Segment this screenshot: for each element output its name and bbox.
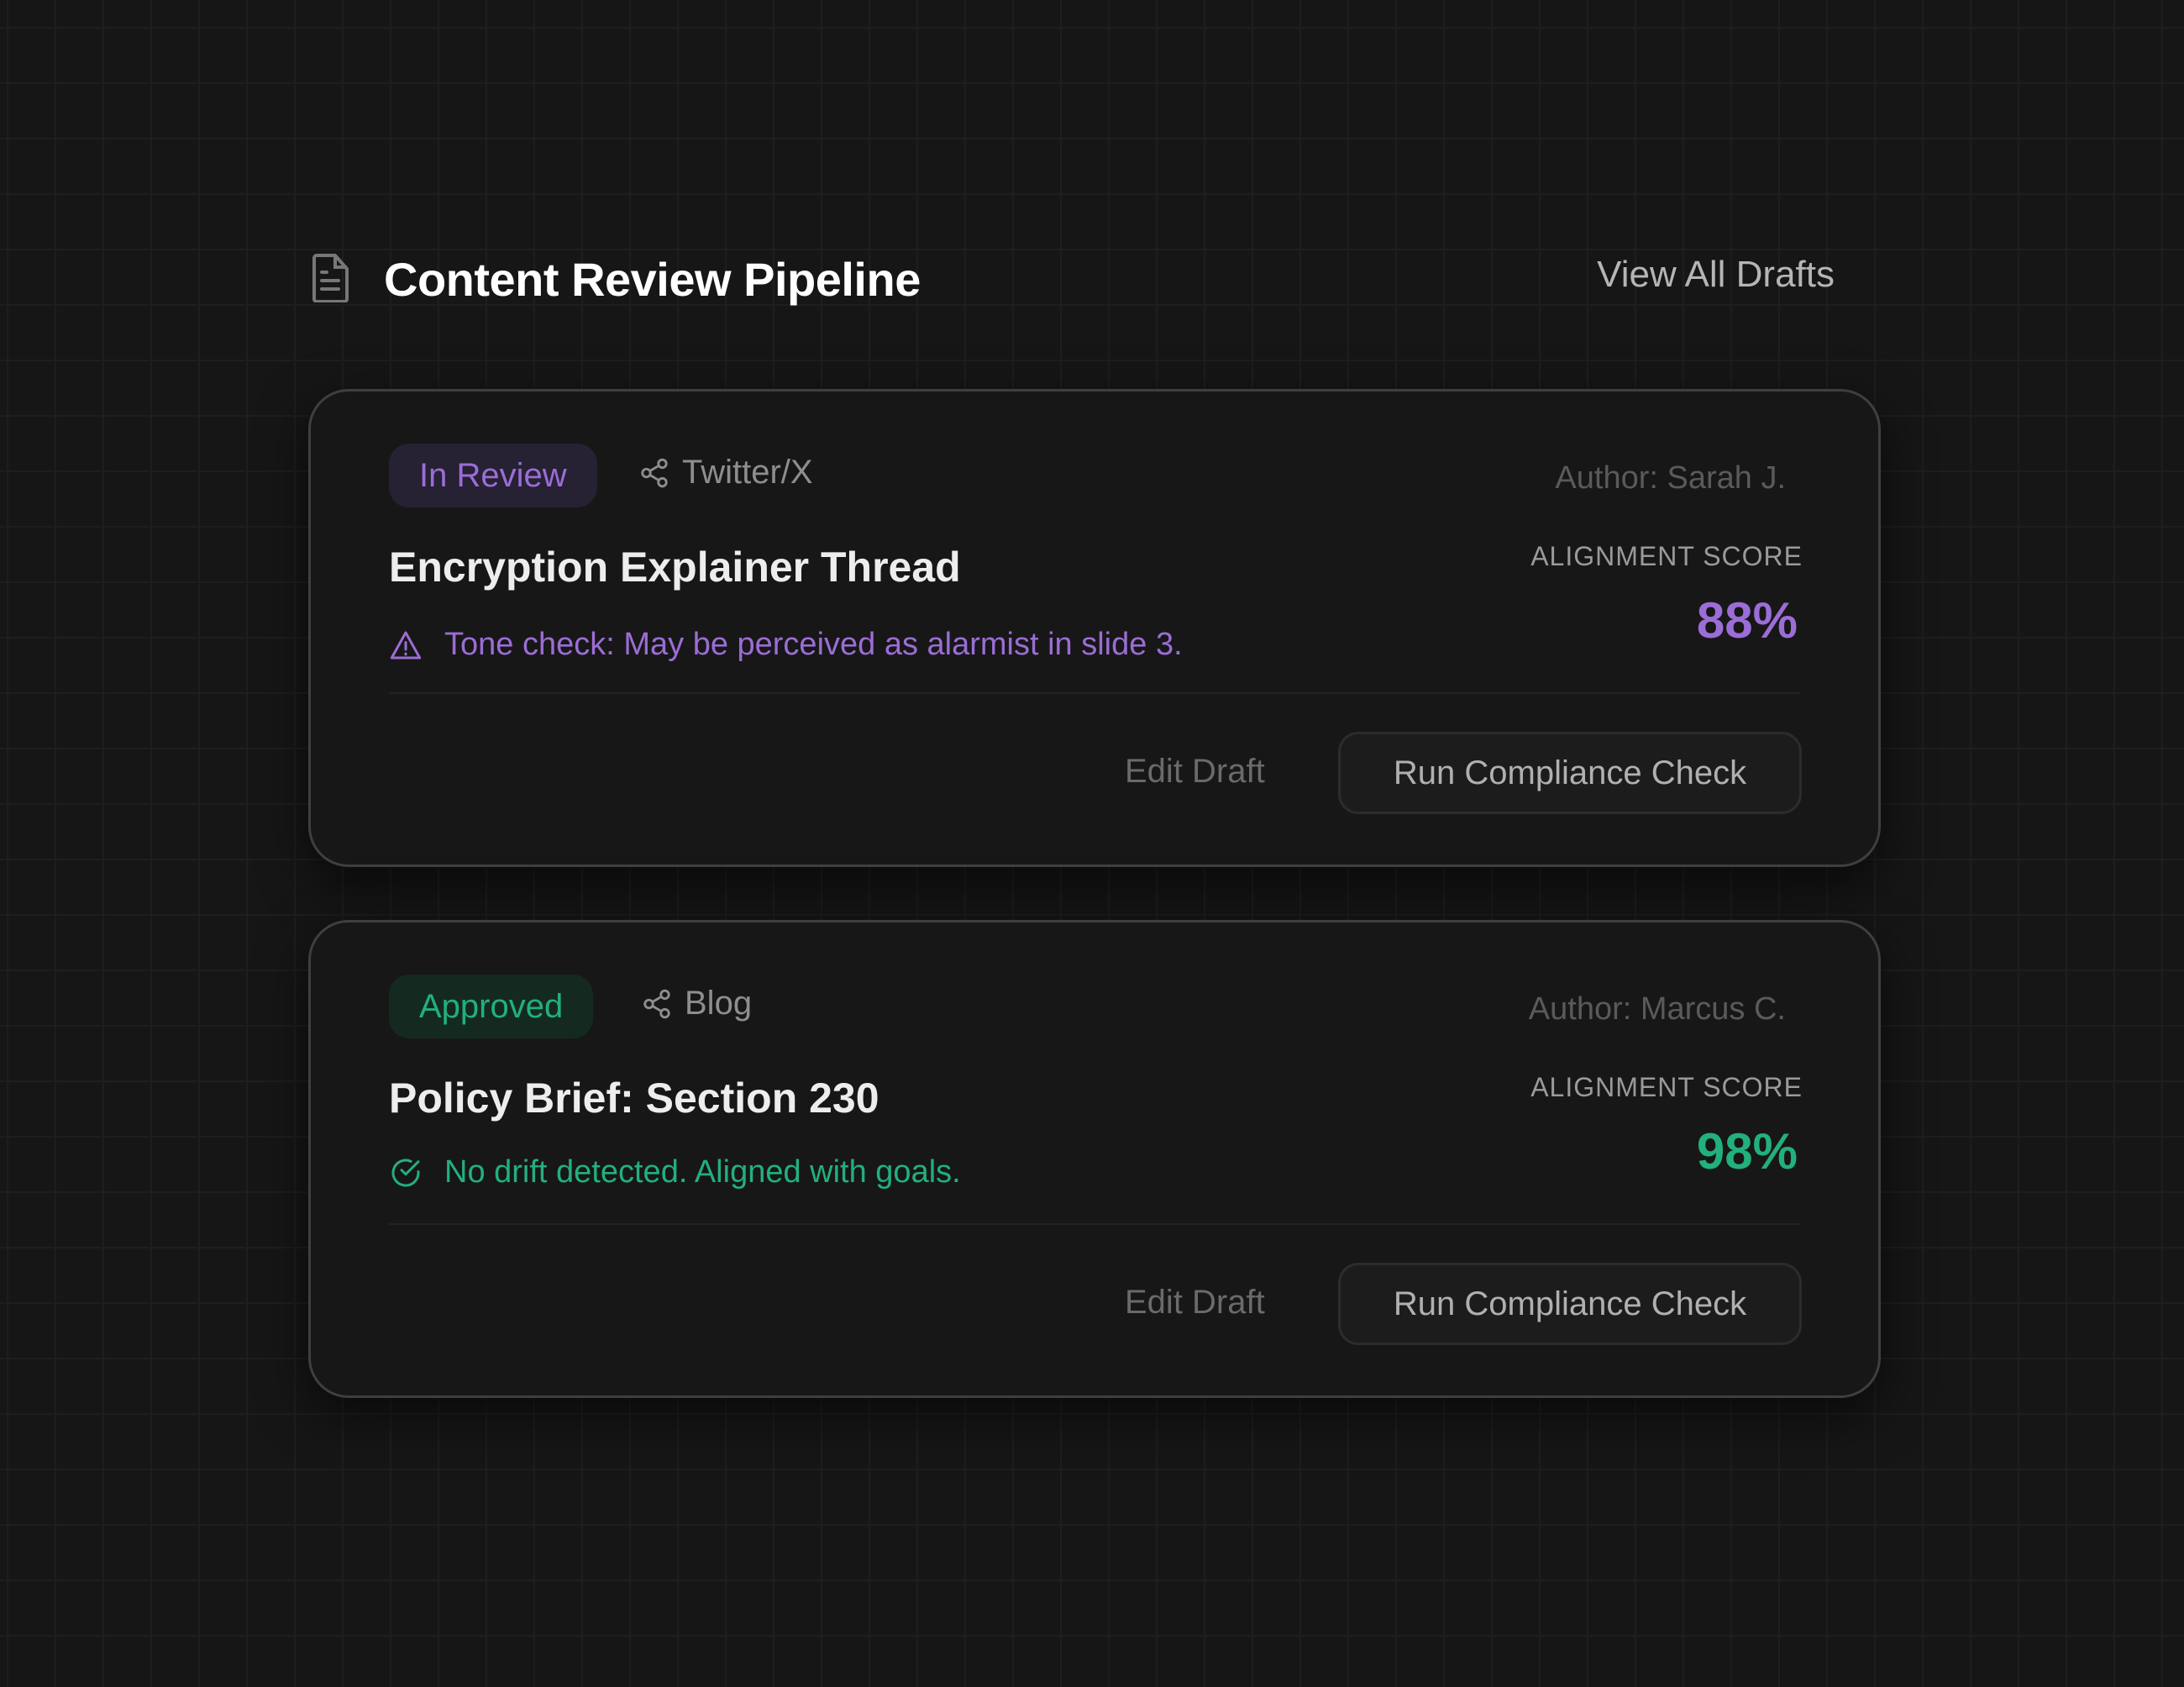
platform-name: Twitter/X [682, 454, 813, 491]
draft-title: Policy Brief: Section 230 [389, 1075, 879, 1122]
page-title: Content Review Pipeline [384, 253, 921, 306]
divider [389, 1223, 1800, 1225]
alignment-score: 88% [1696, 592, 1798, 649]
document-icon [312, 254, 349, 302]
status-badge: Approved [389, 975, 594, 1038]
author: Author: Sarah J. [1555, 460, 1786, 496]
view-all-drafts-link[interactable]: View All Drafts [1597, 254, 1835, 295]
warning-icon [390, 631, 422, 659]
draft-title: Encryption Explainer Thread [389, 544, 961, 591]
edit-draft-button[interactable]: Edit Draft [1125, 753, 1265, 790]
platform-label: Blog [641, 985, 752, 1022]
draft-card: In Review Twitter/X Author: Sarah J. Enc… [308, 389, 1881, 867]
run-compliance-check-button[interactable]: Run Compliance Check [1338, 732, 1802, 814]
alignment-score: 98% [1696, 1123, 1798, 1180]
draft-card: Approved Blog Author: Marcus C. Policy B… [308, 920, 1881, 1398]
divider [389, 692, 1800, 694]
score-label: ALIGNMENT SCORE [1530, 541, 1803, 571]
note-text: No drift detected. Aligned with goals. [444, 1154, 961, 1190]
score-label: ALIGNMENT SCORE [1530, 1072, 1803, 1102]
author: Author: Marcus C. [1528, 991, 1786, 1027]
status-badge: In Review [389, 444, 597, 507]
review-note: Tone check: May be perceived as alarmist… [389, 627, 1183, 663]
platform-name: Blog [685, 985, 753, 1022]
share-icon [643, 989, 670, 1018]
run-compliance-check-button[interactable]: Run Compliance Check [1338, 1263, 1802, 1345]
note-text: Tone check: May be perceived as alarmist… [444, 627, 1183, 662]
review-note: No drift detected. Aligned with goals. [389, 1154, 961, 1190]
share-icon [641, 458, 668, 487]
platform-label: Twitter/X [638, 454, 813, 491]
check-circle-icon [391, 1159, 420, 1186]
edit-draft-button[interactable]: Edit Draft [1125, 1284, 1265, 1321]
